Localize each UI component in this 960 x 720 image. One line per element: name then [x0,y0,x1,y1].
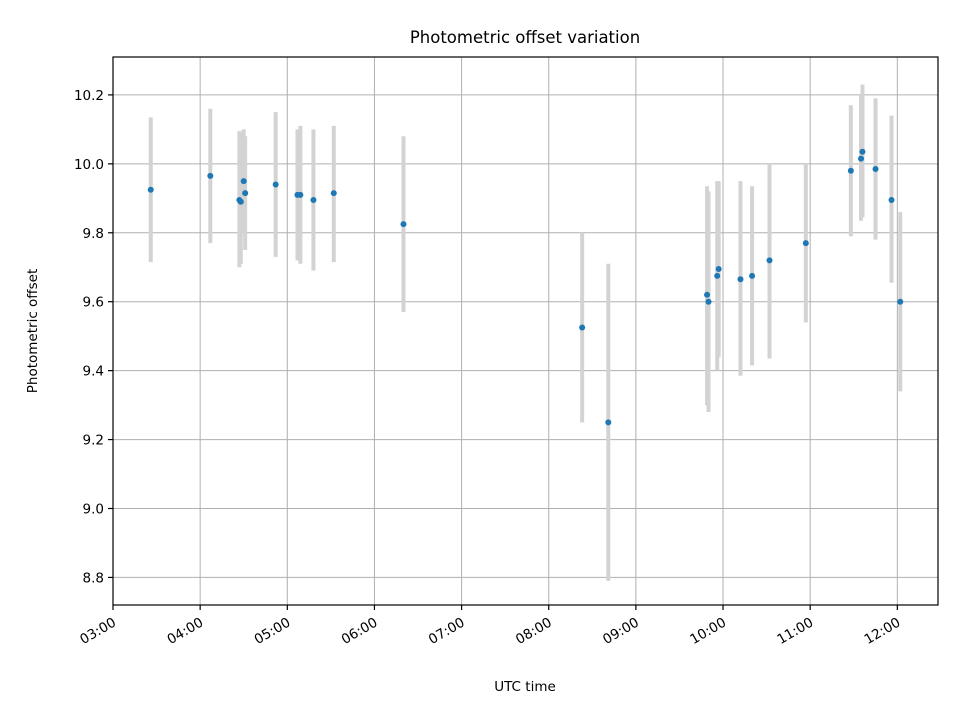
x-tick-label: 04:00 [164,615,206,648]
data-point [872,166,879,173]
data-point [330,190,337,197]
x-tick-label: 09:00 [600,615,642,648]
data-point [147,186,154,193]
data-point [704,291,711,298]
x-axis-label: UTC time [494,679,556,695]
data-point [579,324,586,331]
x-tick-label: 12:00 [862,615,904,648]
error-bars [148,84,903,581]
grid [112,57,938,605]
data-point [705,298,712,305]
data-points [147,148,904,426]
y-tick-label: 10.2 [74,88,104,104]
data-point [897,298,904,305]
x-tick-label: 08:00 [513,615,555,648]
y-axis: 8.8 9.0 9.2 9.4 9.6 9.8 10.0 10.2 [74,88,113,586]
data-point [802,240,809,247]
data-point [858,155,865,162]
data-point [297,191,304,198]
x-tick-label: 05:00 [252,615,294,648]
y-tick-label: 9.6 [83,295,104,311]
y-tick-label: 9.0 [83,501,104,517]
y-tick-label: 9.2 [83,433,104,449]
data-point [714,272,721,279]
x-tick-label: 07:00 [426,615,468,648]
x-tick-label: 11:00 [774,615,816,648]
data-point [242,190,249,197]
data-point [237,198,244,205]
y-tick-label: 8.8 [83,570,104,586]
data-point [605,419,612,426]
data-point [737,276,744,283]
y-tick-label: 10.0 [74,157,104,173]
data-point [400,221,407,228]
y-tick-label: 9.4 [83,364,104,380]
data-point [847,167,854,174]
plot-frame [112,56,939,606]
data-point [715,265,722,272]
y-axis-label: Photometric offset [25,269,41,393]
data-point [859,148,866,155]
x-axis: 03:00 04:00 05:00 06:00 07:00 08:00 09:00 10:00… [77,605,903,648]
y-tick-label: 9.8 [83,226,104,242]
data-point [240,178,247,185]
x-tick-label: 06:00 [339,615,381,648]
data-point [272,181,279,188]
data-point [888,197,895,204]
x-tick-label: 10:00 [687,615,729,648]
x-tick-label: 03:00 [77,615,119,648]
data-point [766,257,773,264]
data-point [207,172,214,179]
chart-title: Photometric offset variation [410,28,640,47]
data-point [310,197,317,204]
data-point [749,272,756,279]
